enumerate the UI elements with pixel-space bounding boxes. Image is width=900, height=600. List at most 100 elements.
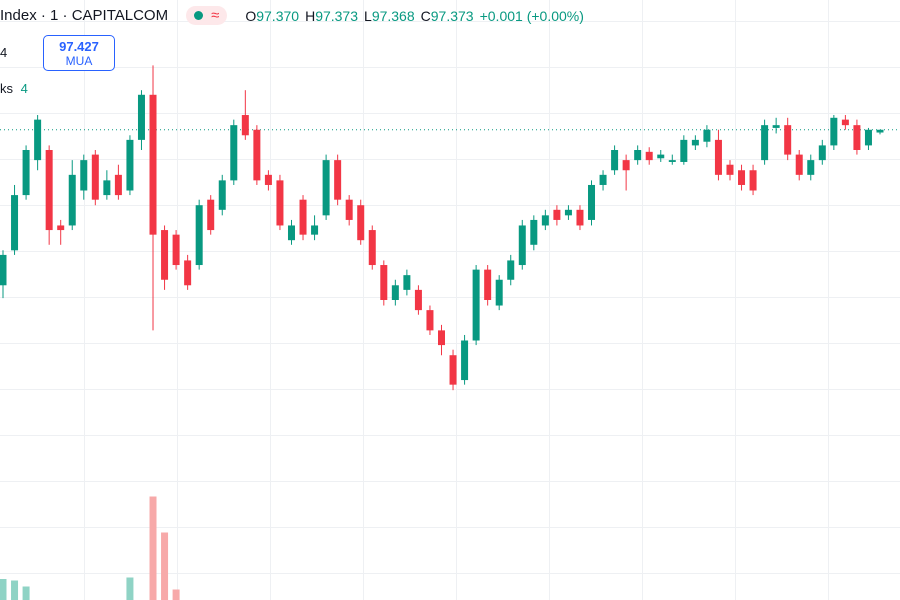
buy-button[interactable]: 97.427 MUA <box>43 35 115 71</box>
candle-body <box>438 330 445 346</box>
candle-body <box>426 310 434 331</box>
candle-body <box>103 180 111 196</box>
candle-body <box>611 150 619 171</box>
candle-body <box>253 129 261 181</box>
candle-body <box>784 125 792 155</box>
candle-body <box>576 209 584 226</box>
candle-body <box>495 279 503 306</box>
candle-body <box>126 139 134 191</box>
volume-bar <box>172 589 180 600</box>
candle-body <box>657 154 665 159</box>
candle-body <box>680 139 688 162</box>
candle-body <box>807 160 815 175</box>
candle-body <box>795 154 803 175</box>
candle-body <box>114 174 122 196</box>
change: +0.001 (+0.00%) <box>479 7 584 24</box>
candle-body <box>761 125 769 161</box>
ohlc-close: C97.373 <box>420 7 474 24</box>
badge-icon: ≈ <box>211 7 220 24</box>
volume-bar <box>161 532 169 600</box>
candle-body <box>703 129 711 142</box>
volume-bar <box>0 579 7 600</box>
candle-body <box>287 225 295 241</box>
ohlc-open: O97.370 <box>245 7 300 24</box>
candle-body <box>853 125 861 150</box>
indicator-label: ks 4 <box>0 81 28 96</box>
candle-body <box>564 209 572 216</box>
candle-body <box>507 260 515 280</box>
buy-label: MUA <box>65 54 93 68</box>
candle-body <box>241 115 249 136</box>
candle-body <box>345 199 353 220</box>
candle-body <box>830 117 838 146</box>
ohlc-high: H97.373 <box>305 7 359 24</box>
candle-body <box>714 139 722 175</box>
candle-body <box>368 230 376 266</box>
volume-bar <box>126 577 134 600</box>
candle-body <box>726 164 734 175</box>
candle-body <box>691 139 699 146</box>
volume-bar <box>149 496 157 600</box>
volume-bar <box>11 580 19 600</box>
candle-body <box>634 150 642 161</box>
candle-body <box>668 160 676 162</box>
candle-body <box>276 180 284 226</box>
candle-body <box>207 199 215 231</box>
candle-body <box>264 174 272 185</box>
candle-body <box>818 145 826 161</box>
candle-body <box>45 150 53 231</box>
legend-bar: Index · 1 · CAPITALCOM ≈ O97.370 H97.373… <box>0 6 584 25</box>
candle-body <box>80 160 88 191</box>
candle-body <box>334 160 342 200</box>
candle-body <box>599 174 607 185</box>
candle-body <box>57 225 65 231</box>
candle-body <box>322 160 330 216</box>
candle-body <box>588 184 596 220</box>
candle-body <box>149 94 157 235</box>
candle-body <box>91 154 99 200</box>
status-badge[interactable]: ≈ <box>186 6 228 25</box>
candle-body <box>449 355 457 385</box>
volume-bar <box>22 586 30 600</box>
candle-body <box>172 234 180 266</box>
candle-body <box>414 289 422 311</box>
candle-body <box>541 215 549 226</box>
candle-body <box>195 205 203 266</box>
candle-body <box>876 129 884 133</box>
candle-body <box>553 209 561 220</box>
candle-body <box>11 195 19 251</box>
symbol[interactable]: Index · 1 · CAPITALCOM <box>0 7 169 24</box>
candle-body <box>299 199 307 235</box>
candle-body <box>472 269 480 341</box>
candle-body <box>403 275 411 290</box>
candle-body <box>218 180 226 210</box>
candle-body <box>391 285 399 300</box>
candle-body <box>22 150 30 196</box>
ohlc-low: L97.368 <box>364 7 415 24</box>
candle-body <box>0 254 7 286</box>
candle-body <box>518 225 526 266</box>
candle-body <box>484 269 492 300</box>
candle-body <box>230 125 238 181</box>
candle-body <box>749 170 757 191</box>
row-value: 4 <box>0 45 8 60</box>
candle-body <box>34 119 42 161</box>
candle-body <box>68 174 76 226</box>
candle-body <box>461 340 469 381</box>
candle-body <box>738 170 746 185</box>
candle-body <box>380 265 388 300</box>
candle-body <box>184 260 192 286</box>
candle-body <box>311 225 319 235</box>
candle-body <box>645 151 653 161</box>
candle-body <box>622 160 630 171</box>
candle-body <box>357 205 365 241</box>
candle-body <box>772 125 780 128</box>
buy-price: 97.427 <box>59 39 99 54</box>
candle-body <box>841 119 849 126</box>
candle-body <box>137 94 145 140</box>
candle-body <box>161 230 169 280</box>
candle-body <box>864 129 872 146</box>
candle-body <box>530 219 538 245</box>
